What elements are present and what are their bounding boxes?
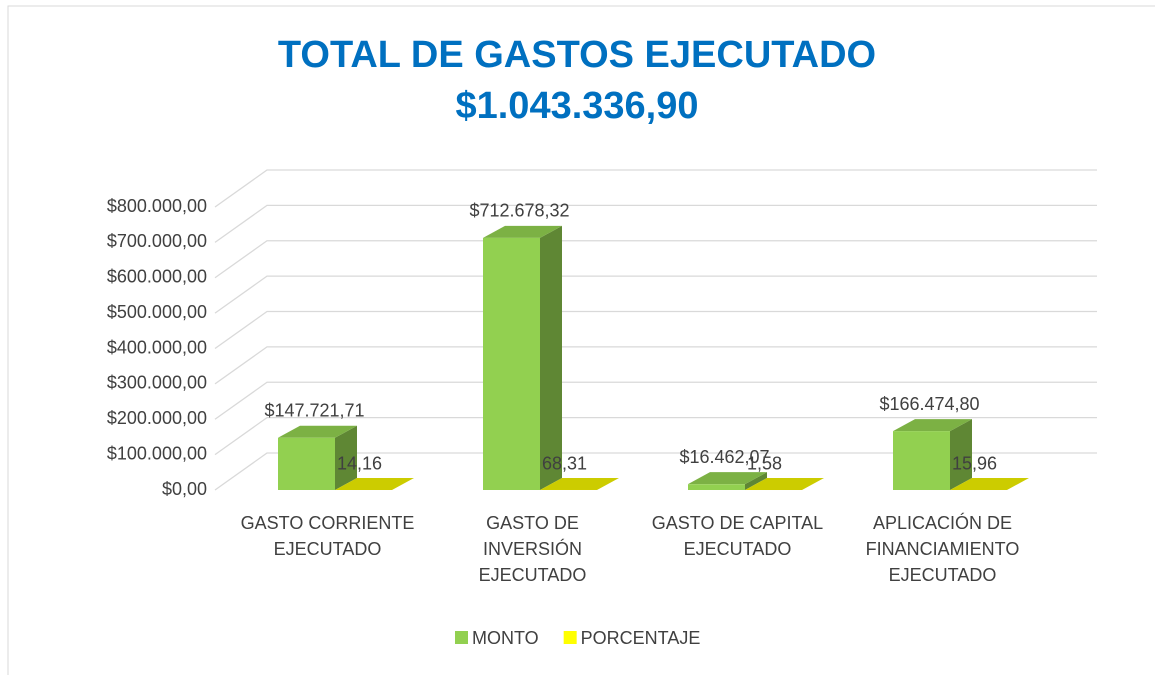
bar-side (597, 477, 619, 490)
legend-label: PORCENTAJE (581, 628, 701, 648)
bar (278, 437, 335, 490)
grid-line (214, 169, 1097, 208)
bar (893, 431, 950, 490)
bar-side (1007, 477, 1029, 490)
data-label: 68,31 (542, 454, 587, 474)
grid-line (214, 416, 1097, 456)
bar-side (540, 225, 562, 490)
grid-line (214, 204, 1097, 243)
bar-top (483, 225, 562, 238)
x-tick-label: GASTO CORRIENTE EJECUTADO (240, 513, 415, 559)
y-tick-label: $300.000,00 (107, 373, 207, 393)
bar-side (745, 472, 767, 490)
grid-line (214, 240, 1097, 279)
y-tick-label: $400.000,00 (107, 337, 207, 357)
bar-side (950, 419, 972, 490)
x-tick-label: GASTO DE INVERSIÓN EJECUTADO (478, 513, 587, 585)
bar-side (802, 477, 824, 490)
data-label: 1,58 (747, 454, 782, 474)
grid-line (214, 346, 1097, 385)
legend-swatch (455, 631, 468, 644)
bar-top (540, 477, 619, 490)
x-tick-label: GASTO DE CAPITAL EJECUTADO (651, 513, 824, 559)
x-tick-label: APLICACIÓN DE FINANCIAMIENTO EJECUTADO (865, 513, 1020, 585)
grid-line (214, 452, 1097, 491)
y-tick-label: $500.000,00 (107, 302, 207, 322)
grid-line (214, 275, 1097, 314)
data-label: $16.462,07 (679, 447, 769, 467)
chart-border (7, 5, 1155, 675)
bar (688, 484, 745, 490)
bar-top (745, 477, 824, 490)
legend-label: MONTO (472, 628, 539, 648)
data-label: 15,96 (952, 454, 997, 474)
data-label: $712.678,32 (469, 201, 569, 221)
y-tick-label: $200.000,00 (107, 408, 207, 428)
grid-line (214, 310, 1097, 350)
chart-subtitle: $1.043.336,90 (455, 85, 698, 127)
y-tick-label: $0,00 (162, 479, 207, 499)
bar-top (278, 425, 357, 438)
y-tick-label: $700.000,00 (107, 231, 207, 251)
y-tick-label: $600.000,00 (107, 267, 207, 287)
legend-swatch (563, 631, 577, 644)
y-tick-label: $800.000,00 (107, 196, 207, 216)
data-label: $166.474,80 (879, 394, 979, 414)
bar-top (688, 472, 767, 485)
grid-line (214, 381, 1097, 420)
bar-top (893, 419, 972, 432)
bar-side (335, 425, 357, 490)
bar (483, 237, 540, 490)
bar-top (950, 477, 1029, 490)
y-tick-label: $100.000,00 (107, 443, 207, 463)
data-label: 14,16 (337, 454, 382, 474)
bar-top (335, 477, 414, 490)
bar-side (392, 477, 414, 490)
data-label: $147.721,71 (264, 400, 364, 420)
chart-title: TOTAL DE GASTOS EJECUTADO (278, 34, 876, 76)
